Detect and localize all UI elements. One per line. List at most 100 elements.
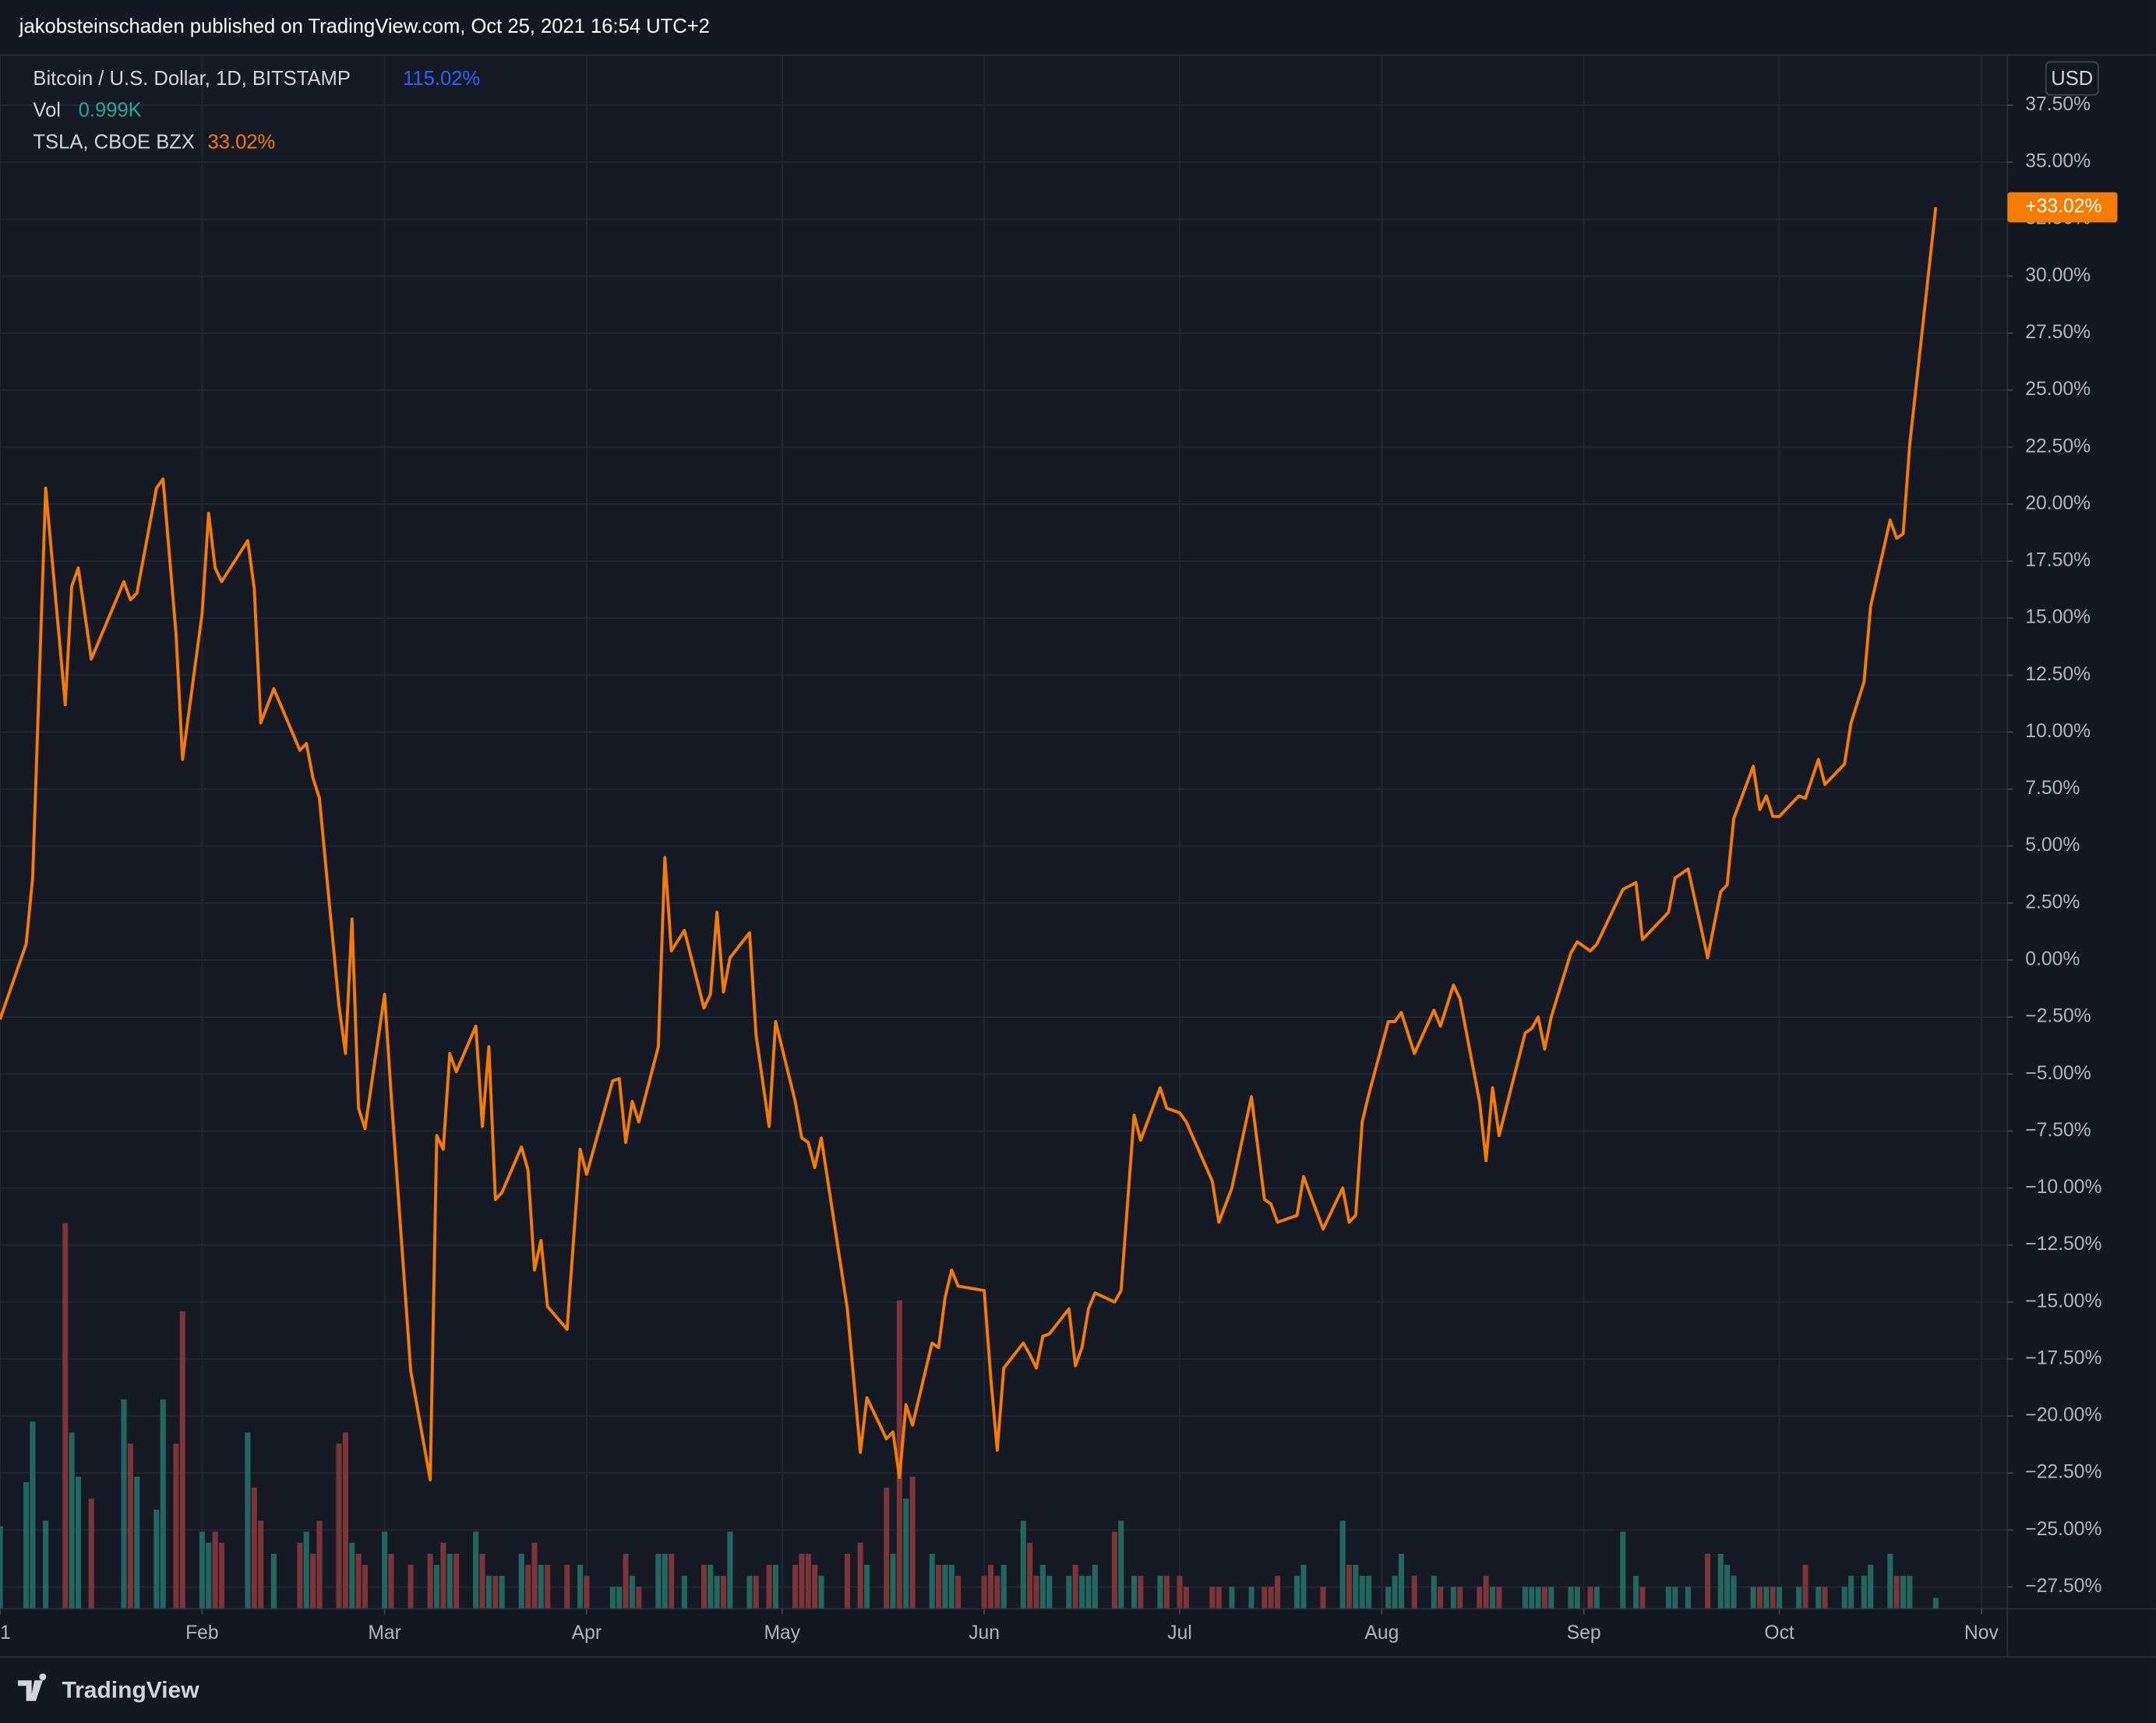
y-tick-label: 15.00%: [2025, 607, 2091, 628]
volume-bar: [864, 1564, 870, 1609]
volume-bar: [1587, 1587, 1593, 1609]
volume-bar: [538, 1564, 544, 1609]
volume-bar: [655, 1553, 662, 1609]
currency-box[interactable]: [2045, 61, 2099, 96]
volume-bar: [75, 1476, 81, 1609]
volume-bar: [1138, 1576, 1144, 1609]
volume-bar: [433, 1564, 440, 1609]
y-tick-label: 7.50%: [2025, 778, 2080, 799]
volume-bar: [1229, 1587, 1235, 1609]
volume-bar: [1861, 1576, 1867, 1609]
volume-bar: [316, 1520, 323, 1609]
volume-bar: [812, 1564, 818, 1609]
volume-bar: [799, 1553, 805, 1609]
series-line: [0, 207, 1938, 1481]
y-tick-label: 0.00%: [2025, 949, 2080, 970]
brand: TradingView: [62, 1677, 199, 1703]
volume-bar: [525, 1564, 531, 1609]
x-tick-label: Mar: [368, 1622, 401, 1644]
volume-bar: [218, 1542, 225, 1609]
volume-bar: [1750, 1587, 1756, 1609]
volume-bar: [62, 1223, 69, 1609]
volume-bar: [1815, 1587, 1822, 1609]
volume-bar: [1274, 1576, 1281, 1609]
volume-bar: [1496, 1587, 1502, 1609]
volume-bar: [1248, 1587, 1254, 1609]
plot-area: [0, 55, 2008, 1609]
volume-bar: [792, 1564, 799, 1609]
volume-bar: [69, 1432, 75, 1609]
y-tick-label: 10.00%: [2025, 721, 2091, 742]
volume-bar: [245, 1432, 251, 1609]
volume-bar: [1756, 1587, 1763, 1609]
volume-bar: [1111, 1531, 1117, 1609]
volume-bar: [746, 1576, 753, 1609]
volume-bar: [88, 1499, 94, 1609]
volume-bar: [1046, 1576, 1053, 1609]
y-tick-label: 17.50%: [2025, 550, 2091, 571]
symbol-name: Bitcoin / U.S. Dollar, 1D, BITSTAMP: [33, 68, 350, 90]
y-tick-label: 20.00%: [2025, 493, 2091, 514]
volume-bar: [1672, 1587, 1678, 1609]
volume-bar: [199, 1531, 205, 1609]
volume-bar: [342, 1432, 348, 1609]
volume-bar: [1574, 1587, 1580, 1609]
volume-bar: [1209, 1587, 1216, 1609]
volume-bar: [896, 1300, 902, 1609]
volume-bar: [857, 1542, 863, 1609]
volume-bar: [479, 1553, 485, 1609]
volume-bar: [1163, 1576, 1170, 1609]
volume-bar: [714, 1576, 720, 1609]
y-tick-label: −10.00%: [2025, 1177, 2101, 1198]
volume-bar: [1092, 1564, 1098, 1609]
volume-bar: [981, 1576, 987, 1609]
volume-bar: [1777, 1587, 1783, 1609]
volume-bar: [1763, 1587, 1770, 1609]
volume-bar: [440, 1542, 446, 1609]
volume-bar: [518, 1553, 524, 1609]
volume-bar: [700, 1564, 707, 1609]
volume-bar: [1633, 1576, 1639, 1609]
volume-bar: [942, 1564, 948, 1609]
volume-bar: [1079, 1576, 1085, 1609]
volume-bar: [336, 1443, 342, 1609]
volume-bar: [1796, 1587, 1802, 1609]
volume-bar: [564, 1564, 570, 1609]
y-tick-label: −7.50%: [2025, 1120, 2091, 1141]
volume-bar: [1066, 1576, 1072, 1609]
volume-bar: [1770, 1587, 1776, 1609]
volume-bar: [545, 1564, 551, 1609]
currency[interactable]: USD: [2051, 68, 2093, 90]
volume-bar: [446, 1553, 453, 1609]
volume-bar: [1490, 1587, 1496, 1609]
y-tick-label: 35.00%: [2025, 151, 2091, 172]
volume-bar: [427, 1553, 433, 1609]
volume-bar: [1932, 1598, 1939, 1609]
volume-bar: [936, 1564, 942, 1609]
volume-bar: [987, 1564, 994, 1609]
volume-bar: [270, 1553, 277, 1609]
volume-bar: [903, 1499, 909, 1609]
volume-name: Vol: [33, 100, 61, 122]
x-tick-label: Apr: [572, 1622, 602, 1644]
volume-bar: [1529, 1587, 1535, 1609]
volume-bar: [636, 1587, 642, 1609]
volume-bar: [258, 1520, 264, 1609]
y-tick-label: −12.50%: [2025, 1234, 2101, 1255]
volume-bar: [890, 1553, 896, 1609]
volume-bar: [1457, 1587, 1463, 1609]
volume-bar: [1346, 1564, 1353, 1609]
volume-bar: [1366, 1576, 1372, 1609]
volume-bar: [629, 1576, 635, 1609]
y-tick-label: 22.50%: [2025, 436, 2091, 457]
y-tick-label: −2.50%: [2025, 1006, 2091, 1027]
volume-bar: [616, 1587, 623, 1609]
volume-bar: [1900, 1576, 1907, 1609]
volume-bar: [1131, 1576, 1138, 1609]
volume-bar: [623, 1553, 629, 1609]
volume-bar: [609, 1587, 616, 1609]
volume-bar: [1848, 1576, 1854, 1609]
volume-bar: [1887, 1553, 1893, 1609]
